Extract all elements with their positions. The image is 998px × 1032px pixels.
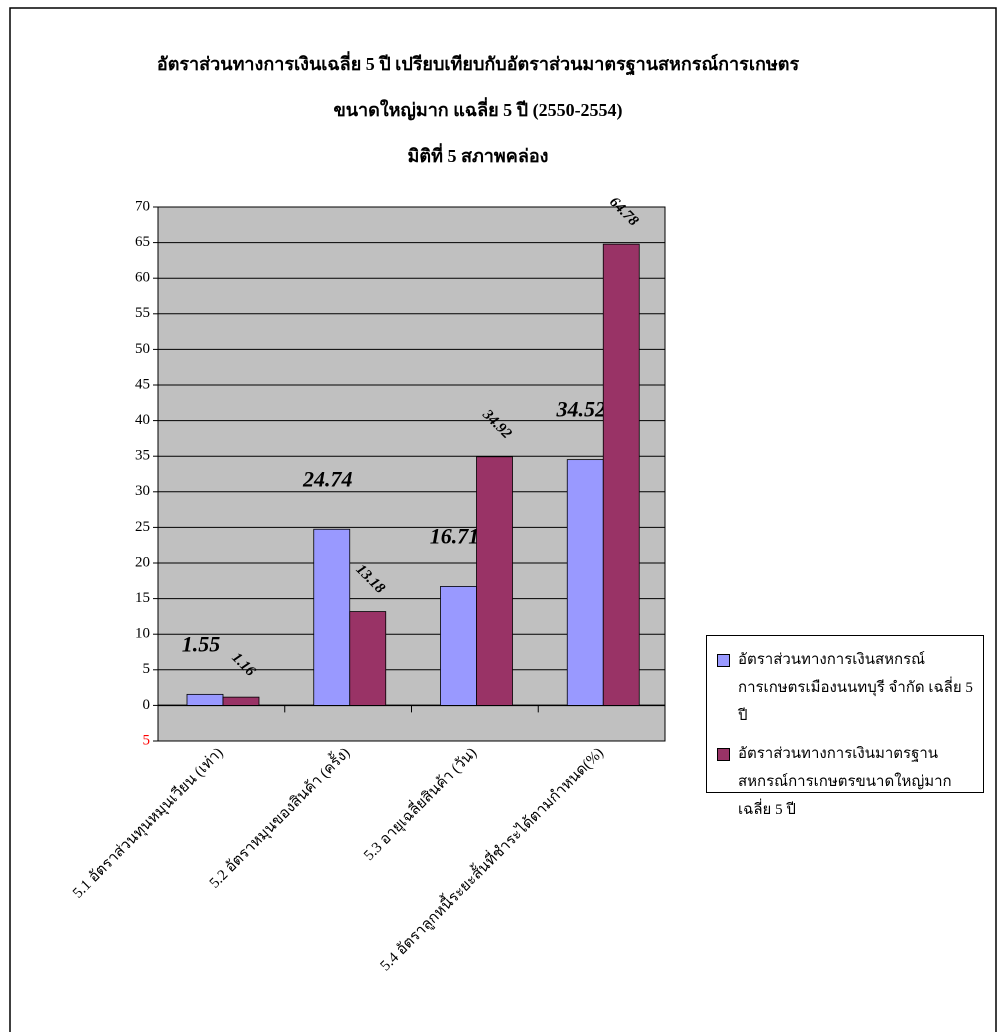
legend: อัตราส่วนทางการเงินสหกรณ์การเกษตรเมืองนน… bbox=[706, 635, 984, 818]
bar bbox=[440, 586, 477, 706]
bar bbox=[313, 528, 351, 706]
value-label: 34.52 bbox=[556, 397, 607, 422]
y-tick-label: 70 bbox=[135, 198, 150, 214]
legend-label: อัตราส่วนทางการเงินสหกรณ์การเกษตรเมืองนน… bbox=[738, 652, 973, 724]
legend-item: อัตราส่วนทางการเงินสหกรณ์การเกษตรเมืองนน… bbox=[713, 646, 977, 730]
bar bbox=[349, 611, 387, 706]
y-tick-label: 5 bbox=[143, 732, 151, 748]
x-tick-label: 5.4 อัตราลูกหนี้ระยะสั้นที่ชำระได้ตามกำห… bbox=[375, 742, 607, 974]
x-tick-label: 5.1 อัตราส่วนทุนหมุนเวียน (เท่า) bbox=[69, 744, 227, 902]
y-tick-label: 20 bbox=[135, 554, 150, 570]
value-label: 1.55 bbox=[182, 631, 221, 656]
y-tick-label: 60 bbox=[135, 270, 150, 286]
value-label: 16.71 bbox=[430, 523, 480, 548]
y-tick-label: 55 bbox=[135, 305, 150, 321]
y-tick-label: 40 bbox=[135, 412, 150, 428]
y-tick-label: 0 bbox=[143, 697, 151, 713]
legend-item: อัตราส่วนทางการเงินมาตรฐานสหกรณ์การเกษตร… bbox=[713, 740, 977, 824]
bar bbox=[476, 456, 513, 706]
legend-label: อัตราส่วนทางการเงินมาตรฐานสหกรณ์การเกษตร… bbox=[738, 746, 952, 818]
bar bbox=[566, 459, 604, 706]
legend-swatch bbox=[717, 654, 730, 667]
y-tick-label: 45 bbox=[135, 376, 150, 392]
value-label: 24.74 bbox=[302, 466, 353, 491]
y-tick-label: 30 bbox=[135, 483, 150, 499]
chart-frame bbox=[9, 7, 997, 1032]
y-tick-label: 65 bbox=[135, 234, 150, 250]
legend-swatch bbox=[717, 748, 730, 761]
chart-title: อัตราส่วนทางการเงินเฉลี่ย 5 ปี เปรียบเที… bbox=[157, 51, 800, 76]
chart-title: มิติที่ 5 สภาพคล่อง bbox=[408, 143, 549, 166]
chart-title: ขนาดใหญ่มาก แฉลี่ย 5 ปี (2550-2554) bbox=[333, 97, 622, 121]
x-tick-label: 5.2 อัตราหมุนของสินค้า (ครั้ง) bbox=[204, 742, 354, 892]
y-tick-label: 15 bbox=[135, 590, 150, 606]
y-tick-label: 50 bbox=[135, 341, 150, 357]
bar bbox=[186, 693, 224, 706]
bar bbox=[602, 243, 640, 706]
y-tick-label: 25 bbox=[135, 519, 150, 535]
y-tick-label: 5 bbox=[143, 661, 151, 677]
x-tick-label: 5.3 อายุเฉลี่ยสินค้า (วัน) bbox=[358, 742, 481, 865]
y-tick-label: 10 bbox=[135, 626, 150, 642]
y-tick-label: 35 bbox=[135, 448, 150, 464]
bar bbox=[222, 696, 260, 706]
